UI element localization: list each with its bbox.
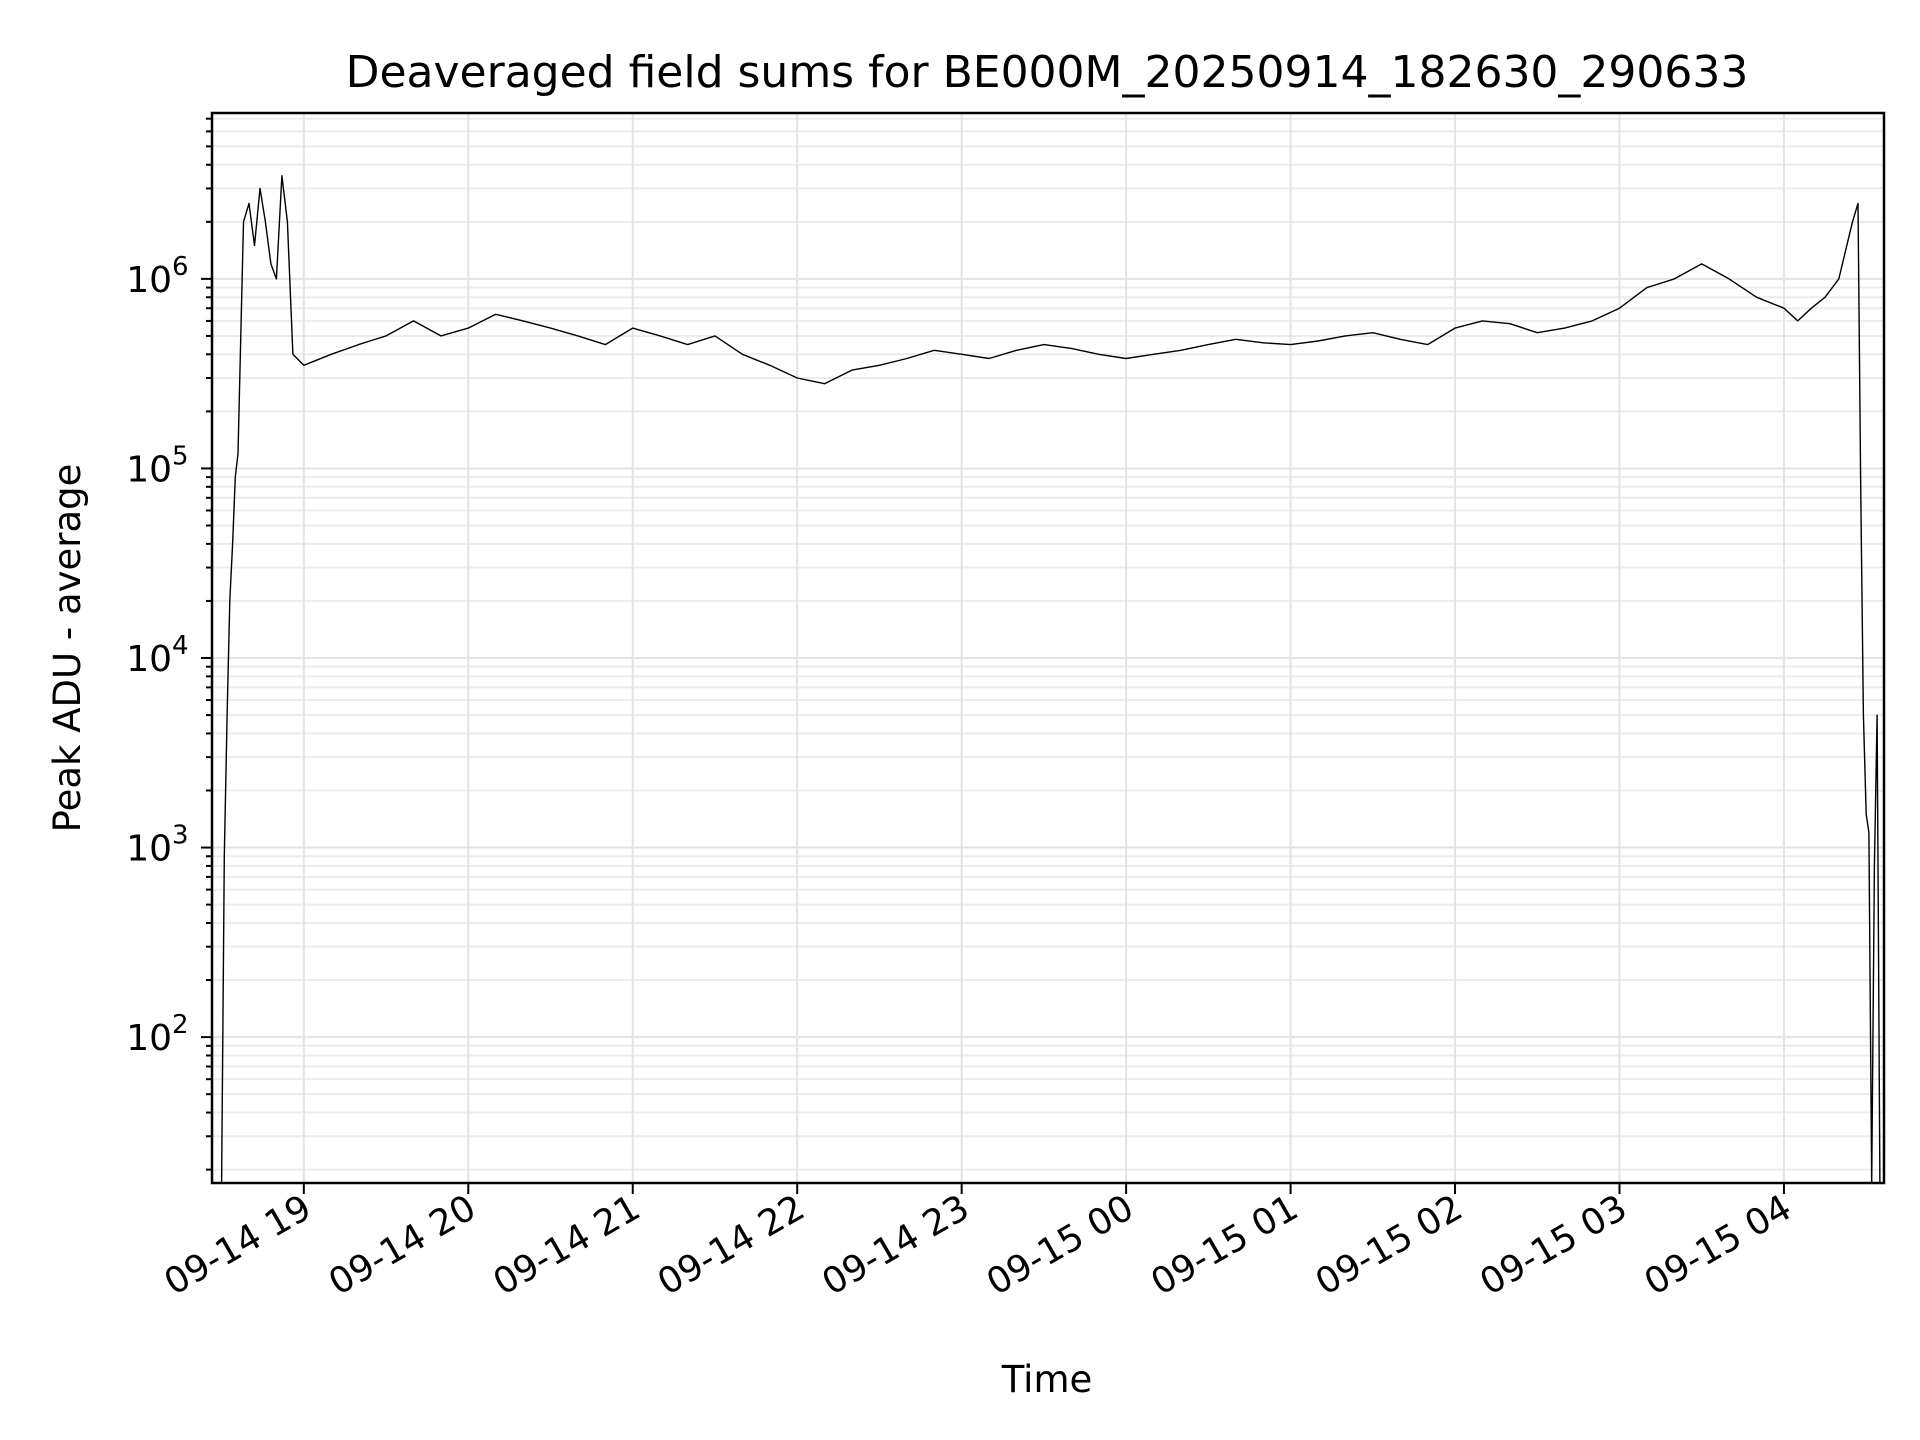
y-tick-label: 10 [126, 449, 172, 490]
grid [212, 113, 1884, 1183]
x-tick-label: 09-14 21 [487, 1187, 648, 1303]
x-tick-label: 09-15 00 [980, 1187, 1141, 1303]
y-axis-label: Peak ADU - average [46, 464, 89, 833]
chart-title: Deaveraged field sums for BE000M_2025091… [346, 47, 1749, 98]
x-tick-label: 09-14 19 [158, 1187, 319, 1303]
x-tick-label: 09-14 22 [651, 1187, 812, 1303]
x-axis: 09-14 19 09-14 20 09-14 21 09-14 22 09-14 23… [158, 1183, 1799, 1304]
y-tick-label: 10 [126, 639, 172, 680]
y-tick-label: 10 [126, 829, 172, 870]
y-tick-label-exponent: 2 [172, 1010, 189, 1040]
x-tick-label: 09-14 20 [322, 1187, 483, 1303]
series-layer [220, 174, 1881, 1184]
y-tick-label-exponent: 3 [172, 821, 189, 851]
y-tick-label-exponent: 4 [172, 631, 189, 661]
series-line [220, 174, 1881, 1184]
y-tick-label: 10 [126, 1018, 172, 1059]
x-tick-label: 09-15 03 [1473, 1187, 1634, 1303]
x-tick-label: 09-15 02 [1309, 1187, 1470, 1303]
y-tick-label: 10 [126, 260, 172, 301]
x-tick-label: 09-15 01 [1144, 1187, 1305, 1303]
x-tick-label: 09-15 04 [1638, 1187, 1799, 1303]
x-axis-label: Time [1001, 1358, 1093, 1401]
plot-frame [210, 111, 1886, 1185]
y-tick-label-exponent: 6 [172, 252, 189, 282]
y-tick-label-exponent: 5 [172, 441, 189, 471]
x-tick-label: 09-14 23 [815, 1187, 976, 1303]
